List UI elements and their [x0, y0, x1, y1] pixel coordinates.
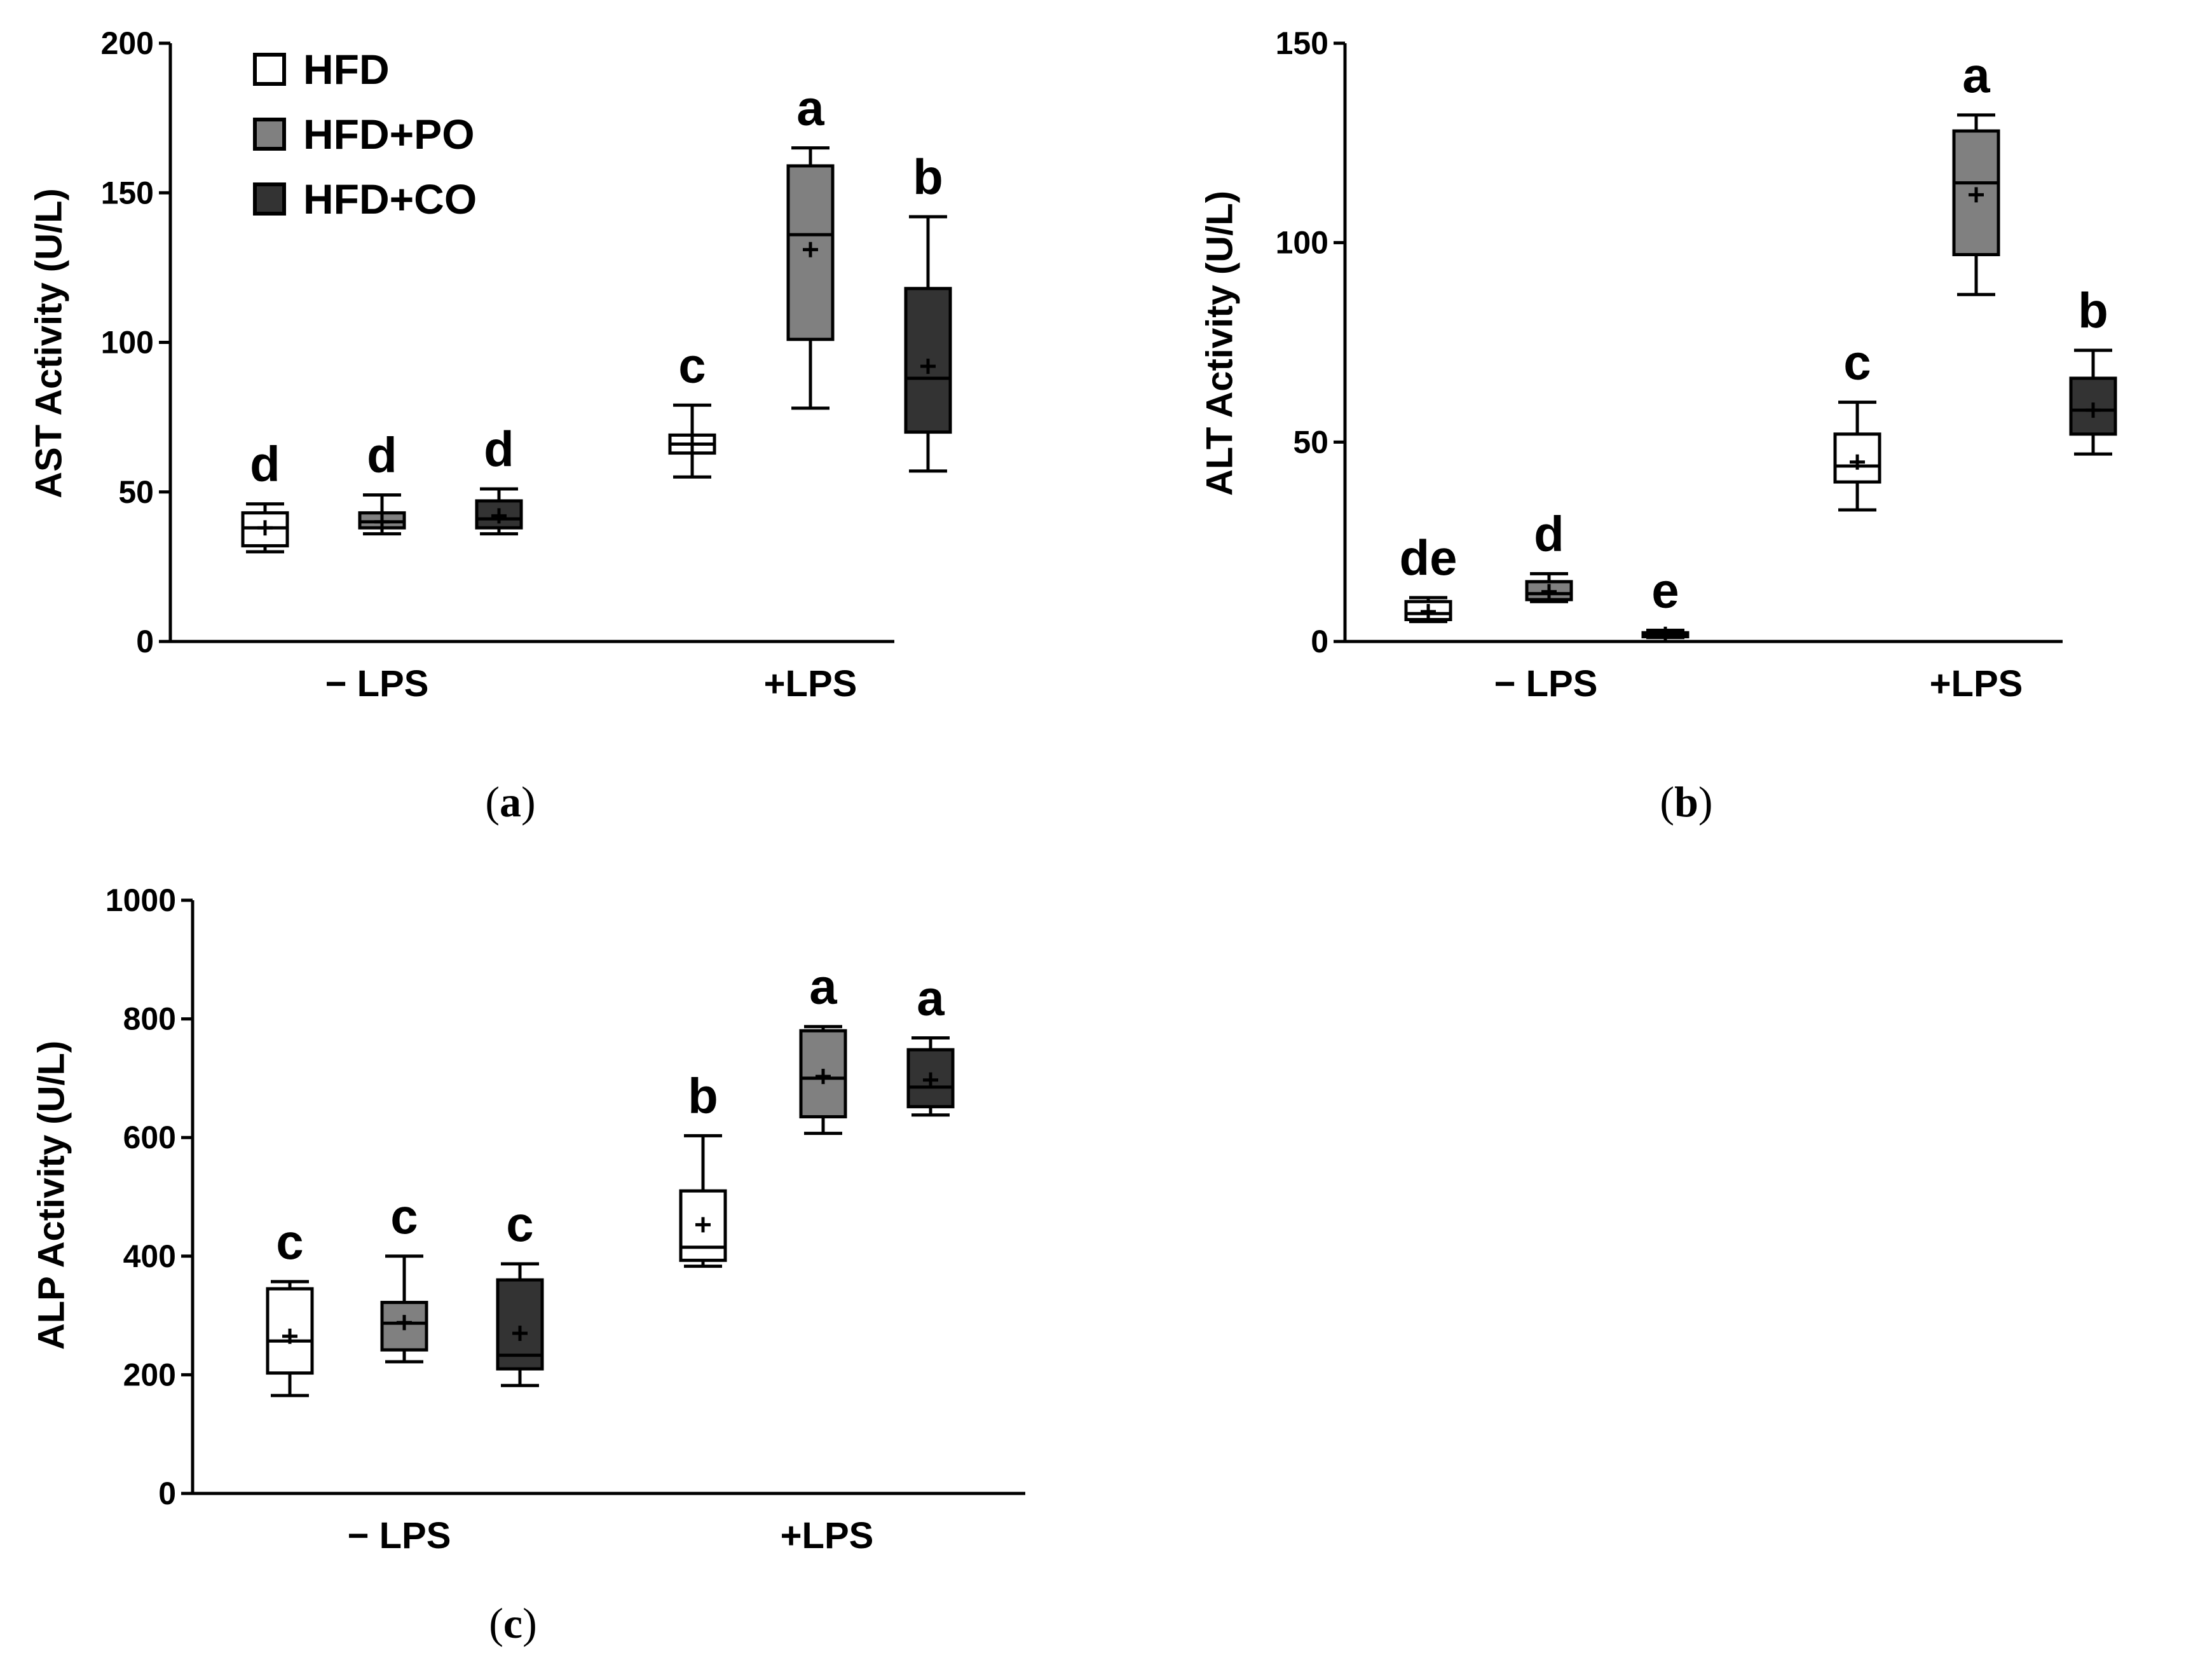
significance-letter: a [809, 959, 837, 1015]
x-category-label: − LPS [1494, 663, 1598, 704]
mean-marker [512, 1326, 528, 1341]
mean-marker [1541, 584, 1557, 600]
x-category-label: +LPS [781, 1515, 874, 1556]
legend-label-hfd-po: HFD+PO [303, 111, 475, 158]
significance-letter: c [506, 1196, 533, 1252]
legend-swatch-hfd-co [253, 182, 286, 216]
box-hfd-po-plus-lps: a [799, 959, 847, 1135]
y-axis-title: AST Activity (U/L) [28, 188, 69, 498]
x-category-label: − LPS [325, 663, 429, 704]
panel-caption-b-letter: b [1674, 778, 1698, 826]
mean-marker [923, 1072, 938, 1088]
mean-marker [1850, 454, 1865, 470]
box-hfd-plus-lps: c [1833, 334, 1881, 512]
mean-marker [685, 436, 700, 452]
mean-marker [803, 242, 818, 257]
significance-letter: d [484, 421, 514, 477]
y-tick-label: 100 [101, 325, 154, 360]
significance-letter: b [2078, 282, 2108, 338]
box-iqr [380, 1301, 428, 1352]
y-tick-label: 50 [118, 474, 154, 510]
significance-letter: c [276, 1214, 303, 1270]
legend-swatch-hfd-po [253, 118, 286, 151]
significance-letter: c [678, 337, 706, 393]
panel-caption-a: (a) [485, 778, 535, 826]
significance-letter: b [688, 1067, 718, 1123]
box-hfd-co-plus-lps: b [904, 149, 952, 473]
box-hfd-po-minus-lps: c [380, 1188, 428, 1364]
y-tick-label: 0 [1311, 624, 1328, 659]
significance-letter: a [917, 970, 945, 1026]
significance-letter: c [390, 1188, 418, 1244]
box-hfd-po-plus-lps: a [1952, 47, 2000, 296]
x-category-label: − LPS [348, 1515, 451, 1556]
box-hfd-co-plus-lps: a [906, 970, 955, 1117]
x-category-label: +LPS [764, 663, 857, 704]
legend-label-hfd: HFD [303, 46, 390, 93]
y-tick-label: 200 [123, 1357, 176, 1392]
box-hfd-co-plus-lps: b [2069, 282, 2117, 456]
y-tick-label: 0 [158, 1476, 176, 1511]
box-hfd-po-minus-lps: d [1525, 505, 1573, 603]
mean-marker [491, 508, 507, 524]
panel-c-chart: 0 200 400 600 800 1000 ALP Activity (U/L) − LPS… [31, 882, 1025, 1556]
y-axis-title: ALT Activity (U/L) [1199, 191, 1240, 496]
significance-letter: e [1651, 562, 1679, 618]
box-hfd-po-plus-lps: a [786, 80, 835, 410]
panel-caption-c-letter: c [503, 1599, 522, 1647]
mean-marker [2086, 402, 2101, 418]
y-axis-title: ALP Activity (U/L) [31, 1041, 72, 1350]
significance-letter: d [367, 427, 397, 483]
box-hfd-co-minus-lps: e [1641, 562, 1690, 642]
y-tick-label: 800 [123, 1001, 176, 1037]
mean-marker [374, 514, 390, 530]
box-hfd-co-minus-lps: d [475, 421, 523, 536]
panel-a-chart: 0 50 100 150 200 AST Activity (U/L) − LPS +LPS d… [28, 25, 952, 704]
mean-marker [695, 1217, 711, 1233]
significance-letter: d [250, 436, 280, 492]
y-tick-label: 50 [1293, 424, 1328, 460]
significance-letter: b [913, 149, 943, 205]
box-hfd-co-minus-lps: c [496, 1196, 544, 1387]
box-hfd-minus-lps: de [1399, 530, 1458, 624]
legend: HFD HFD+PO HFD+CO [253, 46, 477, 223]
y-tick-label: 100 [1276, 225, 1328, 261]
box-iqr [904, 287, 952, 434]
box-hfd-minus-lps: c [266, 1214, 314, 1397]
box-hfd-plus-lps: c [668, 337, 716, 479]
mean-marker [397, 1315, 412, 1331]
mean-marker [1658, 626, 1673, 642]
legend-label-hfd-co: HFD+CO [303, 175, 477, 223]
mean-marker [816, 1069, 831, 1085]
panel-caption-c: (c) [489, 1599, 537, 1647]
significance-letter: d [1534, 505, 1564, 561]
y-tick-label: 1000 [106, 882, 176, 918]
mean-marker [257, 520, 273, 536]
box-hfd-po-minus-lps: d [358, 427, 406, 536]
y-tick-label: 0 [136, 624, 154, 659]
significance-letter: c [1843, 334, 1871, 390]
box-hfd-minus-lps: d [241, 436, 289, 554]
legend-swatch-hfd [253, 53, 286, 86]
panel-caption-b: (b) [1660, 778, 1712, 826]
significance-letter: de [1399, 530, 1457, 586]
y-tick-label: 400 [123, 1238, 176, 1274]
mean-marker [920, 359, 936, 374]
y-tick-label: 150 [101, 175, 154, 210]
significance-letter: a [1962, 47, 1990, 103]
mean-marker [1969, 187, 1984, 203]
x-category-label: +LPS [1930, 663, 2023, 704]
mean-marker [1421, 603, 1436, 619]
y-tick-label: 150 [1276, 25, 1328, 61]
y-tick-label: 200 [101, 25, 154, 61]
mean-marker [282, 1328, 297, 1344]
box-hfd-plus-lps: b [679, 1067, 727, 1268]
significance-letter: a [796, 80, 824, 136]
y-tick-label: 600 [123, 1120, 176, 1155]
panel-caption-a-letter: a [500, 778, 521, 826]
